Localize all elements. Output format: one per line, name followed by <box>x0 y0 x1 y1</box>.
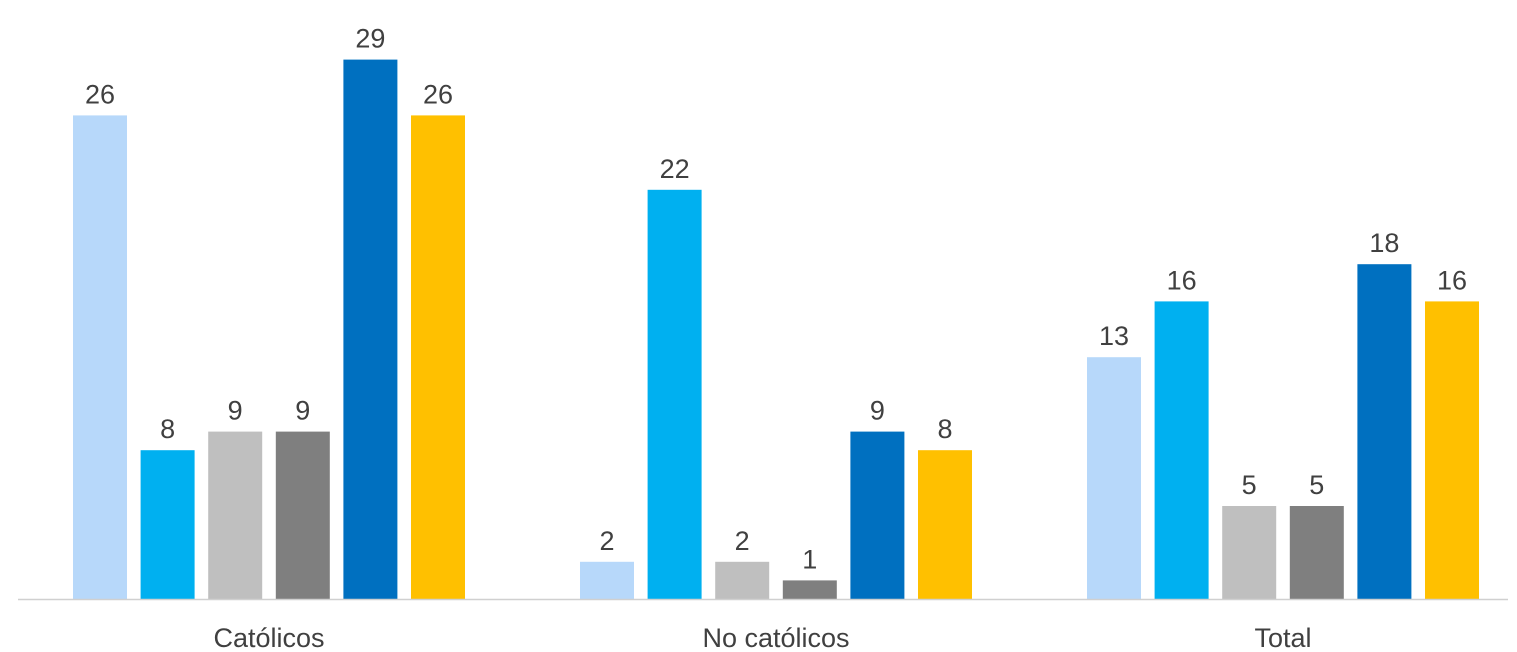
bar-2-4 <box>1357 264 1412 599</box>
bar-2-0 <box>1087 357 1141 599</box>
bar-0-4 <box>343 59 398 600</box>
data-label-0-3: 9 <box>295 396 310 426</box>
bar-0-3 <box>275 431 330 599</box>
data-label-1-1: 22 <box>660 154 690 184</box>
data-label-1-2: 2 <box>735 526 750 556</box>
bars-group <box>73 59 1479 600</box>
bar-2-3 <box>1289 506 1344 599</box>
data-label-0-0: 26 <box>85 79 115 109</box>
data-label-0-4: 29 <box>355 24 385 54</box>
data-label-2-2: 5 <box>1242 470 1257 500</box>
bar-2-2 <box>1222 506 1277 599</box>
bar-2-1 <box>1154 301 1209 599</box>
bar-1-4 <box>850 431 905 599</box>
data-label-0-5: 26 <box>423 79 453 109</box>
bar-0-5 <box>411 115 465 600</box>
data-label-1-5: 8 <box>937 414 952 444</box>
bar-1-5 <box>918 450 972 599</box>
data-label-1-4: 9 <box>870 396 885 426</box>
category-label-2: Total <box>1254 623 1311 652</box>
category-label-0: Católicos <box>213 623 324 652</box>
data-label-1-0: 2 <box>599 526 614 556</box>
bar-1-2 <box>715 561 770 599</box>
category-labels-group: Católicos No católicos Total <box>213 623 1311 652</box>
bar-0-0 <box>73 115 127 600</box>
bar-1-3 <box>782 580 837 599</box>
data-label-2-5: 16 <box>1437 265 1467 295</box>
bar-2-5 <box>1425 301 1479 599</box>
bar-1-0 <box>580 561 634 599</box>
data-label-1-3: 1 <box>802 544 817 574</box>
bar-0-1 <box>140 450 195 599</box>
data-label-2-0: 13 <box>1099 321 1129 351</box>
data-label-0-2: 9 <box>228 396 243 426</box>
data-label-2-1: 16 <box>1167 265 1197 295</box>
data-label-2-3: 5 <box>1309 470 1324 500</box>
data-label-2-4: 18 <box>1369 228 1399 258</box>
data-label-0-1: 8 <box>160 414 175 444</box>
bar-1-1 <box>647 189 702 600</box>
category-label-1: No católicos <box>702 623 849 652</box>
bar-0-2 <box>208 431 263 599</box>
